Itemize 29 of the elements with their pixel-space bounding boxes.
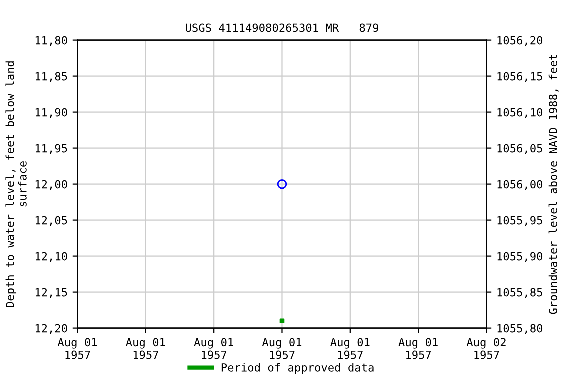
y-tick-label: 12,00 — [36, 180, 68, 190]
y-tick-label: 12,05 — [36, 216, 68, 226]
x-tick-label: Aug 01 1957 — [194, 338, 234, 360]
y2-tick-label: 1055,90 — [498, 252, 543, 262]
x-tick-label: Aug 01 1957 — [262, 338, 302, 360]
y2-tick-label: 1056,15 — [498, 72, 542, 82]
y-tick-label: 11,95 — [36, 144, 68, 154]
y2-tick-label: 1055,85 — [498, 288, 542, 298]
x-tick-label: Aug 01 1957 — [58, 338, 98, 360]
y2-tick-label: 1056,00 — [498, 180, 543, 190]
y-tick-label: 11,80 — [36, 36, 68, 46]
y2-tick-label: 1056,05 — [498, 144, 542, 154]
x-tick-label: Aug 01 1957 — [330, 338, 370, 360]
y2-axis-title: Groundwater level above NAVD 1988, feet — [548, 54, 559, 314]
y-tick-label: 12,15 — [36, 288, 68, 298]
y2-tick-label: 1055,80 — [498, 324, 543, 334]
y-axis-title: Depth to water level, feet below land surface — [6, 62, 27, 308]
y-tick-label: 11,85 — [36, 72, 68, 82]
y2-tick-label: 1055,95 — [498, 216, 542, 226]
legend-label: Period of approved data — [222, 363, 374, 374]
y2-tick-label: 1056,20 — [498, 36, 543, 46]
y2-tick-label: 1056,10 — [498, 108, 543, 118]
y-tick-label: 11,90 — [36, 108, 68, 118]
y-tick-label: 12,10 — [36, 252, 68, 262]
x-tick-label: Aug 02 1957 — [466, 338, 506, 360]
y-tick-label: 12,20 — [36, 324, 68, 334]
x-tick-label: Aug 01 1957 — [398, 338, 438, 360]
chart-title: USGS 411149080265301 MR 879 — [186, 24, 378, 32]
x-tick-label: Aug 01 1957 — [126, 338, 166, 360]
